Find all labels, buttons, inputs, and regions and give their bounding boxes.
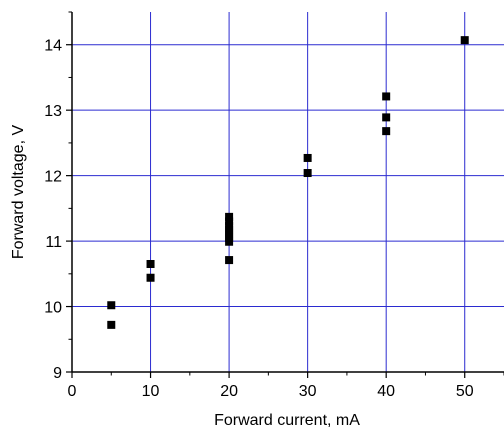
data-point [382,127,391,136]
data-point [146,273,155,282]
axis-ticks [66,11,504,378]
x-tick-label: 0 [68,383,77,400]
data-point [225,212,234,221]
data-point [225,256,234,265]
y-tick-label: 13 [44,103,62,120]
y-tick-label: 11 [45,234,62,251]
x-tick-label: 40 [377,383,395,400]
data-point [460,36,469,45]
y-tick-label: 12 [44,169,62,186]
data-point [303,169,312,178]
data-point [146,260,155,268]
x-tick-label: 50 [456,383,474,400]
data-point [303,153,312,162]
data-point [382,92,391,101]
data-point [382,113,391,122]
x-tick-label: 20 [220,383,238,400]
grid-lines [72,12,504,372]
data-point [107,320,116,329]
y-tick-label: 14 [44,38,62,55]
data-point [225,217,234,226]
data-point [225,237,234,246]
data-points [107,36,469,329]
data-point [107,301,116,310]
tick-labels: 0 10 20 30 40 50 9 10 11 12 13 14 [44,38,474,400]
axes [71,12,504,373]
x-tick-label: 30 [299,383,317,400]
y-tick-label: 9 [53,365,62,382]
y-axis-title: Forward voltage, V [10,125,27,260]
x-tick-label: 10 [142,383,160,400]
x-axis-title: Forward current, mA [214,412,360,429]
y-tick-label: 10 [44,300,62,317]
